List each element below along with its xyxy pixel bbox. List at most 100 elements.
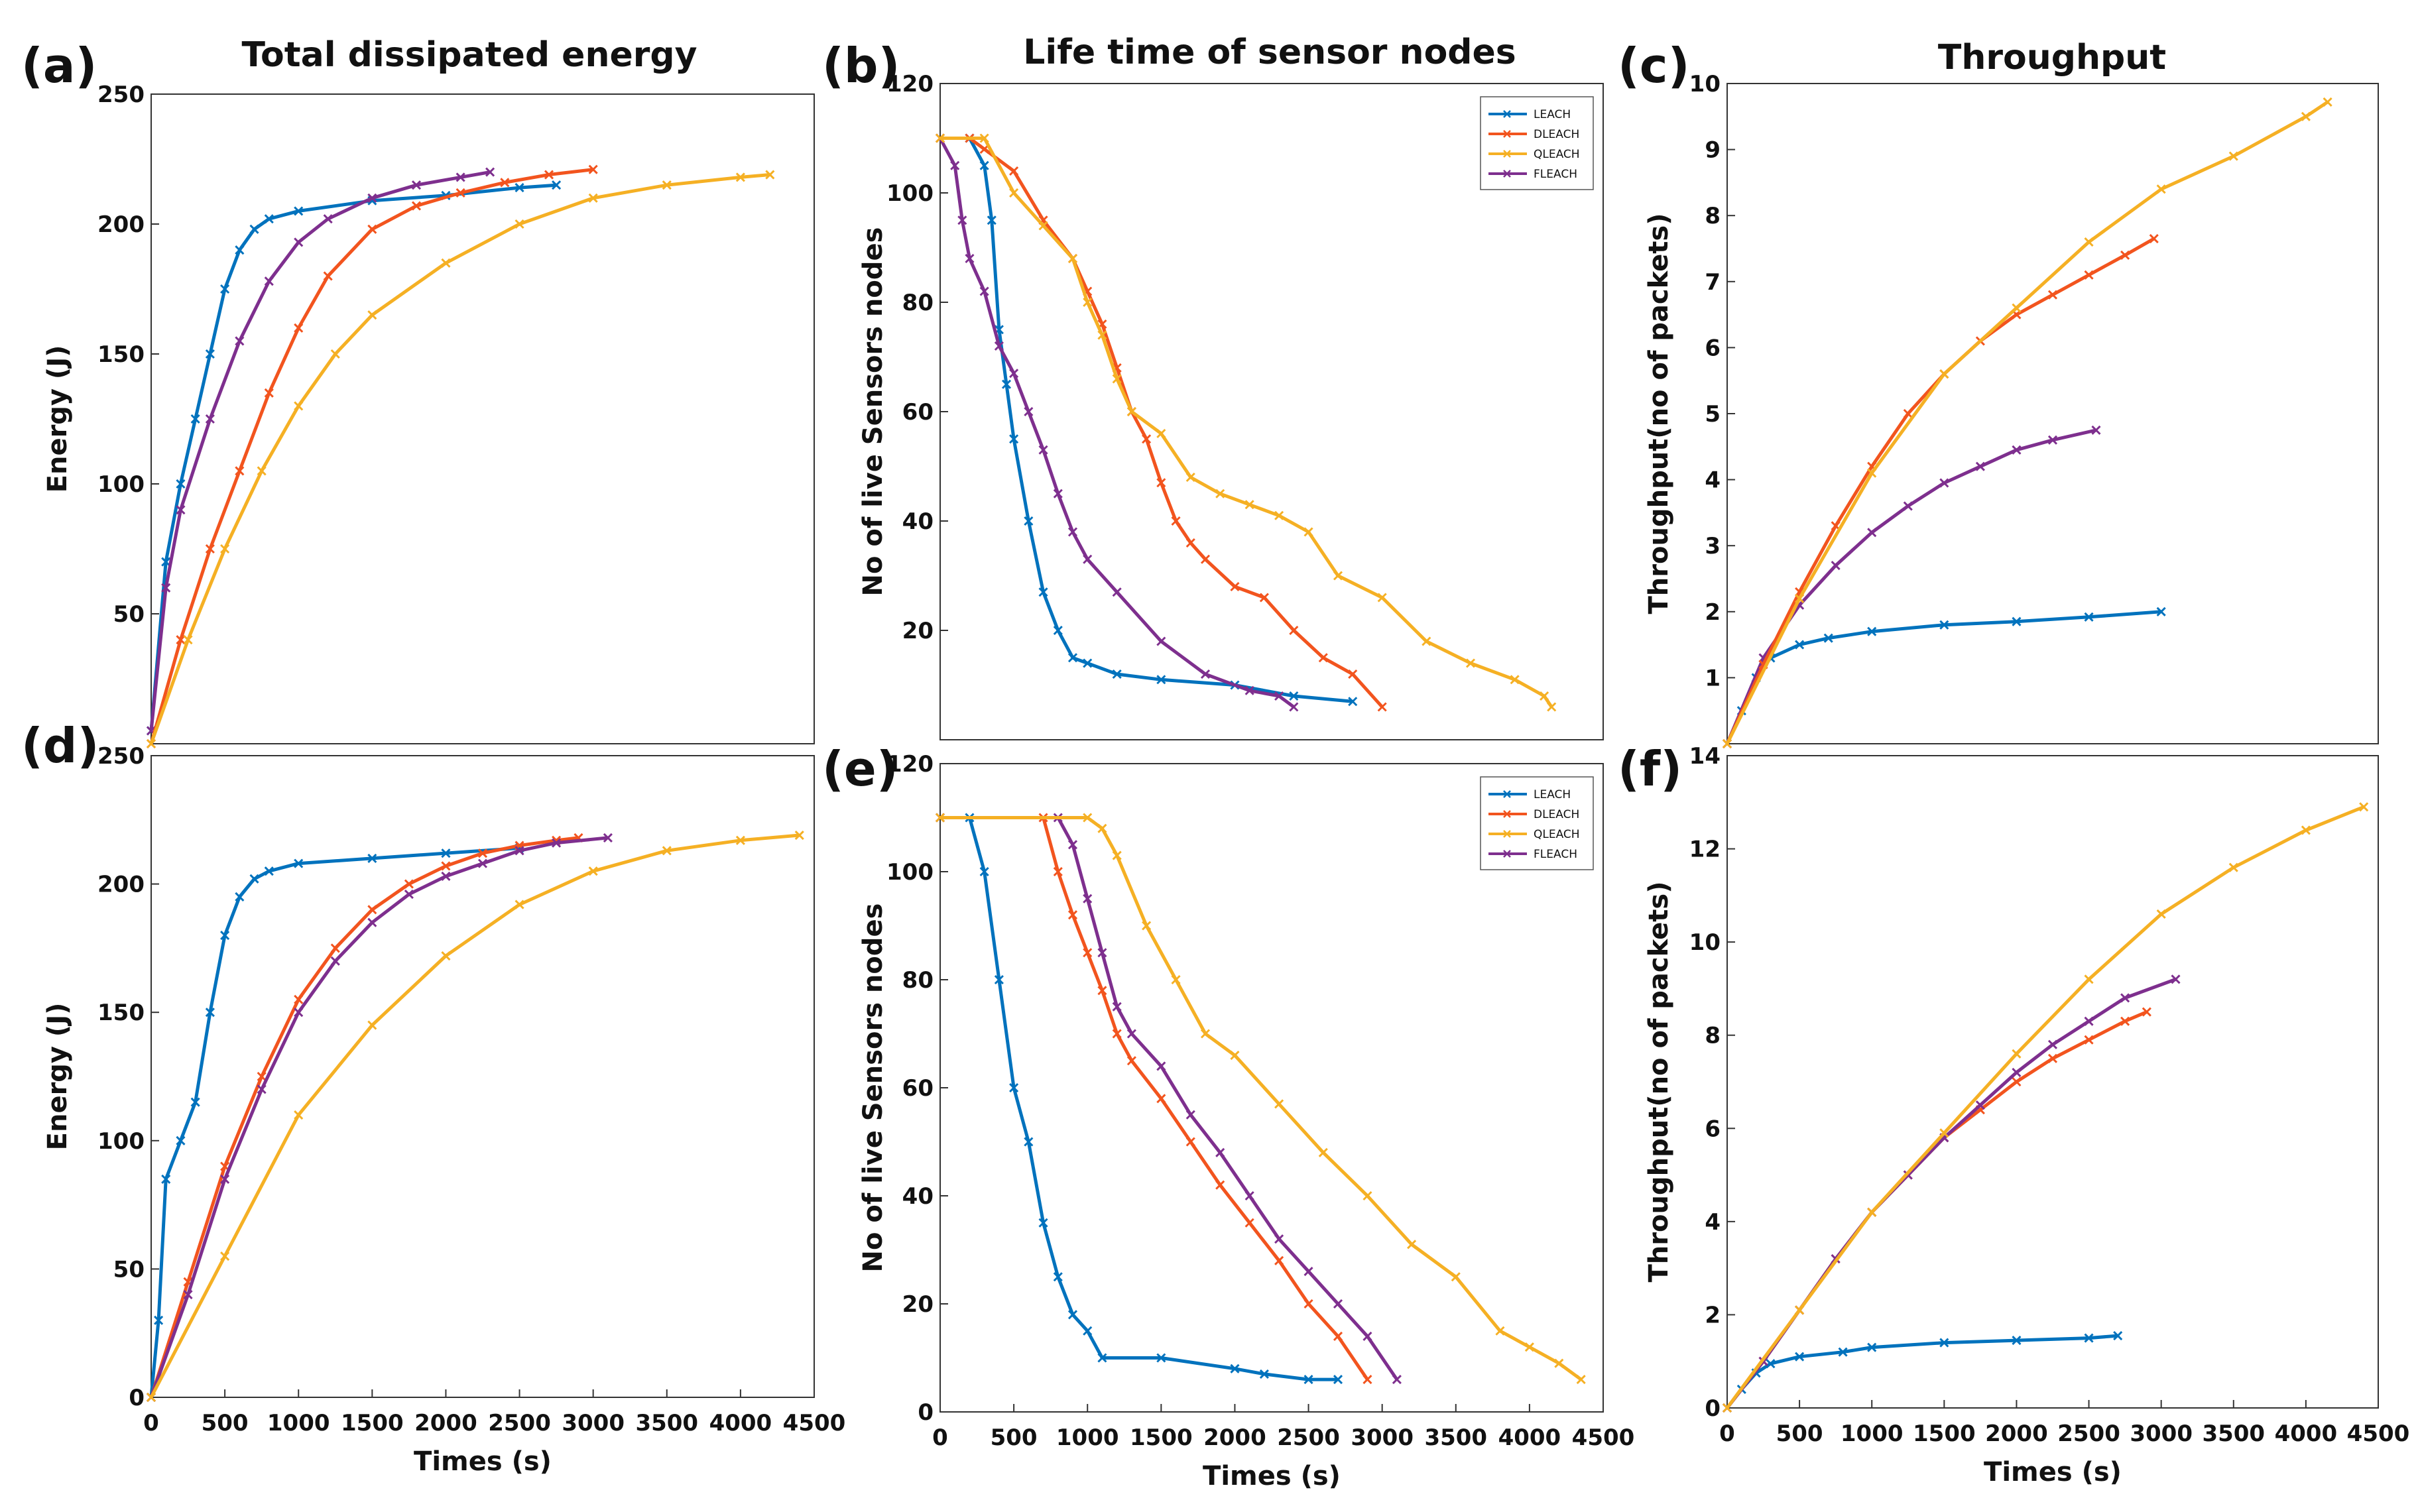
y-tick-label: 100	[886, 180, 934, 207]
data-point	[1156, 1061, 1166, 1071]
data-point	[2012, 1336, 2022, 1346]
y-tick-label: 2	[1705, 1302, 1721, 1328]
legend: LEACH DLEACH QLEACH FLEACH	[1480, 776, 1594, 870]
y-tick-label: 20	[902, 618, 934, 644]
data-point	[1126, 406, 1136, 417]
y-tick-label: 8	[1705, 203, 1721, 229]
data-point	[1318, 653, 1328, 663]
data-point	[1377, 702, 1387, 712]
data-point	[205, 414, 215, 424]
y-tick-label: 4	[1705, 467, 1721, 494]
data-point	[220, 930, 230, 941]
data-point	[1053, 489, 1063, 498]
data-point	[1975, 461, 1985, 471]
data-point	[1038, 587, 1048, 597]
data-point	[1244, 500, 1254, 510]
data-point	[1024, 406, 1034, 417]
plot-frame	[1726, 755, 2379, 1409]
data-point	[1823, 633, 1833, 643]
data-point	[950, 160, 960, 170]
data-point	[1259, 1369, 1269, 1379]
data-point	[1142, 434, 1152, 444]
series-line-qleach	[1725, 100, 2329, 745]
data-point	[2084, 237, 2094, 247]
y-tick-label: 40	[902, 508, 934, 535]
y-tick-label: 200	[97, 211, 145, 238]
plot-frame	[939, 83, 1604, 740]
data-point	[1215, 1147, 1225, 1157]
y-tick-label: 14	[1689, 743, 1721, 770]
data-point	[257, 1071, 267, 1082]
data-point	[1112, 1029, 1122, 1039]
data-point	[588, 193, 598, 203]
data-point	[485, 167, 495, 177]
legend-marker	[1503, 130, 1511, 138]
data-point	[264, 866, 274, 876]
y-tick-label: 250	[97, 743, 145, 770]
data-point	[1083, 658, 1093, 668]
plot-frame	[1726, 83, 2379, 744]
series-qleach	[1722, 97, 2332, 749]
y-axis-label: Throughput(no of packets)	[1644, 882, 1674, 1283]
data-point	[1230, 581, 1240, 592]
data-point	[514, 219, 524, 229]
data-point	[294, 858, 304, 868]
data-point	[1038, 221, 1048, 231]
data-point	[735, 172, 745, 182]
data-point	[1097, 1353, 1107, 1363]
x-tick-label: 1500	[1130, 1425, 1193, 1451]
data-point	[367, 853, 377, 863]
data-point	[935, 813, 945, 823]
data-point	[2091, 425, 2101, 435]
x-tick-label: 4500	[1572, 1425, 1635, 1451]
data-point	[1083, 813, 1093, 823]
data-point	[1303, 1267, 1313, 1277]
data-point	[1975, 1100, 1985, 1110]
data-point	[1465, 658, 1476, 668]
data-point	[2012, 1049, 2022, 1059]
data-point	[146, 738, 156, 749]
y-tick-label: 50	[113, 601, 145, 628]
x-tick-label: 500	[991, 1425, 1038, 1451]
data-point	[249, 224, 259, 234]
x-tick-label: 2000	[1985, 1421, 2048, 1447]
y-tick-label: 8	[1705, 1023, 1721, 1049]
data-point	[1318, 1147, 1328, 1157]
data-point	[588, 866, 598, 876]
x-tick-label: 4000	[2275, 1421, 2338, 1447]
data-point	[257, 1084, 267, 1094]
data-point	[220, 544, 230, 554]
data-point	[965, 253, 975, 264]
data-point	[1067, 653, 1078, 663]
data-point	[1038, 445, 1048, 455]
legend-label-qleach: QLEACH	[1534, 828, 1580, 841]
x-tick-label: 0	[1719, 1421, 1735, 1447]
series-line-leach	[149, 183, 557, 731]
data-point	[1112, 850, 1122, 860]
data-point	[455, 172, 465, 182]
data-point	[1274, 691, 1284, 701]
data-point	[1795, 1352, 1805, 1362]
data-point	[1126, 1029, 1136, 1039]
data-point	[1171, 516, 1181, 526]
data-point	[477, 848, 488, 858]
title-throughput: Throughput	[1938, 38, 2166, 78]
title-lifetime: Life time of sensor nodes	[1023, 32, 1516, 72]
data-point	[1348, 669, 1358, 679]
data-point	[1333, 1299, 1343, 1309]
data-point	[1274, 1234, 1284, 1244]
data-point	[441, 258, 451, 268]
data-point	[161, 583, 171, 593]
data-point	[441, 871, 451, 882]
data-point	[323, 271, 333, 281]
data-point	[220, 1251, 230, 1261]
data-point	[1333, 571, 1343, 581]
data-point	[2012, 1067, 2022, 1078]
data-point	[1097, 330, 1107, 340]
x-tick-label: 500	[1776, 1421, 1823, 1447]
data-point	[2113, 1330, 2123, 1341]
y-tick-label: 150	[97, 1000, 145, 1026]
data-point	[294, 994, 304, 1004]
y-tick-label: 9	[1705, 137, 1721, 164]
